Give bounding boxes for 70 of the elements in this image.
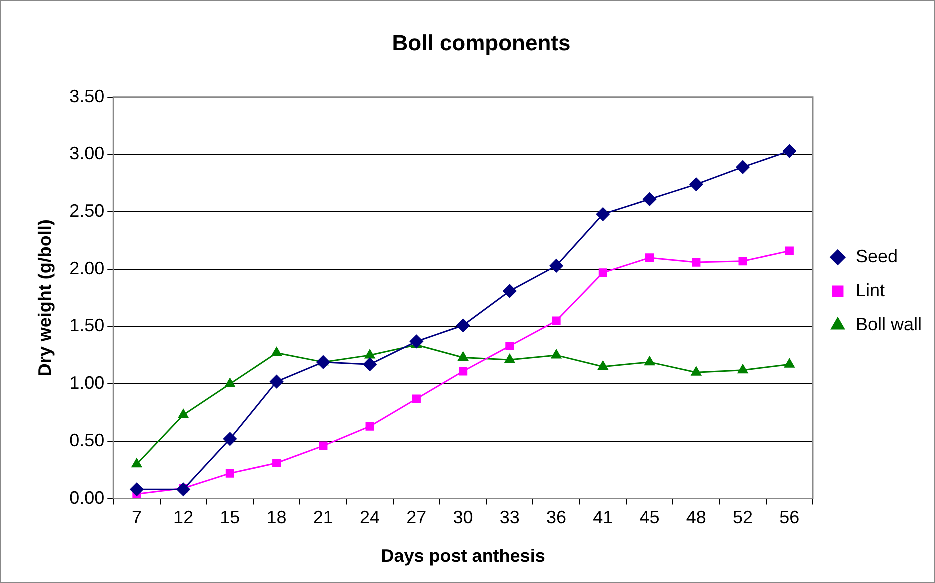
y-axis-title: Dry weight (g/boll)	[34, 220, 55, 377]
x-tick-label: 52	[733, 508, 754, 528]
point	[459, 367, 468, 376]
x-tick-label: 36	[546, 508, 567, 528]
point	[366, 422, 374, 431]
point	[785, 246, 794, 256]
point	[410, 334, 424, 348]
x-tick-label: 18	[266, 508, 287, 528]
point	[643, 192, 657, 206]
point	[319, 442, 328, 450]
point	[364, 350, 376, 359]
x-tick-label: 24	[360, 508, 380, 528]
x-tick-label: 48	[686, 508, 706, 528]
point	[692, 258, 701, 267]
point	[363, 358, 377, 372]
x-tick-label: 7	[132, 508, 142, 528]
point	[226, 469, 234, 478]
point	[738, 257, 748, 266]
point	[738, 364, 748, 374]
point	[782, 144, 796, 158]
point	[225, 378, 236, 388]
point	[504, 354, 516, 364]
x-tick-label: 12	[174, 508, 194, 528]
legend-label: Seed	[856, 246, 898, 266]
point	[736, 160, 750, 174]
point	[646, 254, 654, 262]
point	[550, 259, 564, 273]
y-tick-label: 0.50	[70, 430, 105, 450]
x-axis-title: Days post anthesis	[381, 546, 546, 566]
x-tick-label: 41	[593, 508, 614, 528]
point	[784, 358, 795, 368]
point	[316, 356, 330, 370]
y-tick-label: 2.00	[70, 258, 105, 278]
point	[132, 458, 142, 468]
y-tick-label: 0.00	[70, 488, 105, 508]
point	[272, 347, 282, 356]
point	[456, 318, 470, 332]
legend-label: Lint	[856, 280, 886, 300]
legend-label: Boll wall	[856, 314, 922, 334]
point	[691, 366, 702, 376]
y-tick-label: 3.00	[70, 144, 105, 164]
x-tick-label: 15	[220, 508, 240, 528]
x-tick-label: 56	[780, 508, 800, 528]
point	[178, 409, 189, 418]
point	[690, 178, 704, 192]
y-tick-label: 3.50	[70, 86, 105, 106]
point	[503, 284, 517, 298]
point	[598, 361, 608, 370]
y-tick-label: 1.00	[70, 373, 105, 394]
y-tick-label: 1.50	[70, 316, 105, 336]
point	[598, 268, 608, 278]
x-tick-label: 45	[640, 508, 660, 528]
point	[272, 458, 282, 468]
x-tick-label: 33	[500, 508, 520, 528]
point	[506, 342, 514, 351]
x-tick-label: 30	[453, 508, 474, 528]
point	[552, 316, 561, 326]
point	[596, 208, 610, 222]
point	[270, 375, 284, 389]
point	[223, 432, 237, 446]
point	[644, 356, 655, 366]
point	[412, 394, 421, 404]
point	[130, 482, 144, 496]
x-tick-label: 27	[406, 508, 427, 528]
point	[176, 482, 190, 496]
point	[458, 352, 468, 361]
y-tick-label: 2.50	[70, 201, 105, 222]
chart-title: Boll components	[392, 30, 571, 56]
point	[551, 350, 562, 359]
x-tick-label: 21	[313, 508, 334, 528]
